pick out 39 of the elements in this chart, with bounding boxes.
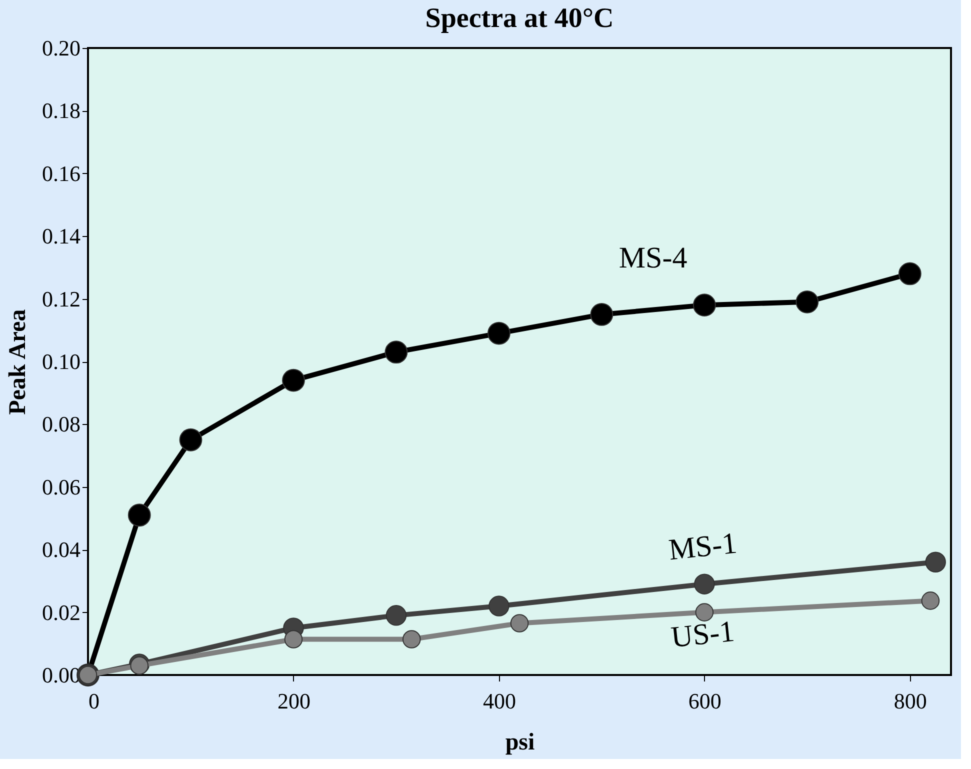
point <box>488 596 510 616</box>
chart-title: Spectra at 40°C <box>425 3 614 34</box>
point <box>386 605 407 626</box>
point <box>925 552 946 572</box>
y-tick-label: 0.04 <box>42 537 80 562</box>
point <box>384 340 408 364</box>
y-tick-label: 0.10 <box>42 349 80 374</box>
series-label: MS-4 <box>618 242 688 275</box>
point <box>510 614 529 632</box>
point <box>692 294 716 316</box>
y-tick-label: 0.08 <box>42 412 80 437</box>
text: MS-1 <box>667 526 739 567</box>
x-tick-label: 400 <box>482 688 516 714</box>
point <box>695 603 714 622</box>
point <box>128 504 151 527</box>
point <box>590 303 614 326</box>
y-tick-label: 0.06 <box>42 474 80 500</box>
text: US-1 <box>670 614 736 654</box>
y-tick-label: 0.16 <box>42 160 80 186</box>
y-tick-label: 0.12 <box>42 286 80 312</box>
point <box>921 592 940 610</box>
x-axis-title: psi <box>505 730 536 756</box>
y-tick-label: 0.18 <box>42 98 80 124</box>
x-tick-label: 0 <box>88 688 100 714</box>
point <box>796 290 819 314</box>
x-tick-label: 800 <box>894 688 927 714</box>
point <box>898 262 922 286</box>
point <box>694 574 715 594</box>
x-tick-label: 200 <box>277 688 310 714</box>
y-tick-label: 0.14 <box>42 224 80 249</box>
y-tick-label: 0.02 <box>42 600 80 625</box>
point <box>179 428 202 452</box>
y-tick-label: 0.20 <box>42 36 80 60</box>
point <box>282 368 305 392</box>
x-tick-label: 600 <box>688 688 722 714</box>
point <box>402 630 421 648</box>
point <box>488 322 510 345</box>
point <box>284 630 303 648</box>
y-axis-title: Peak Area <box>5 309 31 415</box>
